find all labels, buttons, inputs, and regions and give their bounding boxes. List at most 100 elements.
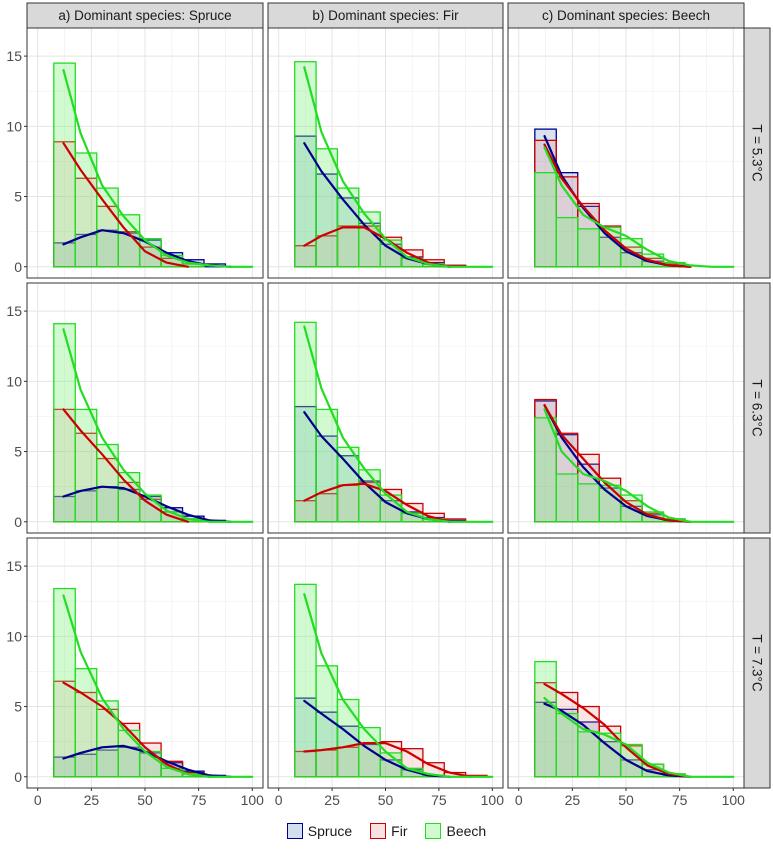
- bar-beech: [53, 62, 76, 268]
- x-tick-label: 50: [618, 792, 634, 808]
- bar-beech: [577, 483, 600, 523]
- curve-spruce: [543, 702, 692, 778]
- row-strip-label: T = 6.3°C: [750, 379, 765, 437]
- panel-r1-c1: [267, 282, 504, 534]
- panel-border: [26, 282, 264, 534]
- curve-fir: [303, 226, 451, 268]
- panel-r0-c1: [267, 27, 504, 279]
- legend-label-spruce: Spruce: [307, 823, 353, 839]
- legend-key-fir: [370, 823, 387, 839]
- x-tick-label: 100: [481, 792, 505, 808]
- curve-fir: [303, 482, 451, 523]
- bar-beech: [534, 660, 557, 778]
- curve-beech: [543, 146, 735, 268]
- curve-beech: [303, 325, 494, 523]
- x-tick-label: 25: [84, 792, 100, 808]
- y-tick-label: 10: [6, 118, 22, 134]
- curve-beech: [62, 594, 254, 778]
- curve-beech: [303, 593, 494, 778]
- bar-beech: [74, 152, 98, 268]
- y-tick-label: 10: [6, 628, 22, 644]
- panel-r2-c2: 0 25 50 75 100: [507, 537, 746, 808]
- curve-beech: [303, 66, 494, 268]
- bar-beech: [294, 61, 317, 268]
- y-tick-label: 15: [6, 48, 22, 64]
- row-strip-label: T = 7.3°C: [750, 634, 765, 692]
- y-tick-label: 10: [6, 373, 22, 389]
- legend-label-beech: Beech: [446, 823, 487, 839]
- chart-legend: Spruce Fir Beech: [0, 818, 773, 844]
- bar-beech: [555, 216, 579, 268]
- panel-border: [26, 27, 264, 279]
- legend-key-spruce: [286, 823, 303, 839]
- curve-fir: [303, 741, 473, 778]
- y-tick-label: 15: [6, 558, 22, 574]
- column-strip-label: b) Dominant species: Fir: [312, 8, 459, 23]
- legend-item-fir[interactable]: Fir: [370, 823, 407, 839]
- column-strip-label: c) Dominant species: Beech: [542, 8, 710, 23]
- bar-beech: [577, 731, 600, 778]
- legend-item-spruce[interactable]: Spruce: [286, 823, 353, 839]
- y-tick-label: 5: [14, 189, 22, 205]
- x-tick-label: 50: [137, 792, 153, 808]
- row-strip: [743, 282, 771, 534]
- column-strip: [267, 2, 504, 29]
- bar-beech: [96, 187, 119, 268]
- panel-r2-c0: 0 5 10 15 0 25 50 75 100: [6, 537, 264, 808]
- curve-spruce: [303, 699, 451, 778]
- curve-fir: [62, 408, 189, 523]
- column-strip-label: a) Dominant species: Spruce: [58, 8, 231, 23]
- bar-beech: [315, 408, 339, 523]
- column-strip: [26, 2, 264, 29]
- legend-label-fir: Fir: [391, 823, 408, 839]
- bar-beech: [117, 471, 141, 523]
- panel-border: [267, 27, 504, 279]
- x-tick-label: 0: [275, 792, 283, 808]
- curve-fir: [543, 143, 692, 268]
- panel-r1-c2: [507, 282, 745, 534]
- x-tick-label: 75: [672, 792, 688, 808]
- bar-beech: [555, 473, 579, 523]
- panel-r1-c0: 0 5 10 15: [6, 282, 264, 534]
- curve-fir: [62, 142, 189, 268]
- bar-beech: [534, 417, 557, 523]
- y-tick-label: 15: [6, 303, 22, 319]
- legend-key-beech: [425, 823, 442, 839]
- row-strip-label: T = 5.3°C: [750, 124, 765, 182]
- curve-spruce: [62, 485, 232, 523]
- x-tick-label: 25: [324, 792, 340, 808]
- bar-beech: [294, 583, 317, 778]
- bar-beech: [294, 321, 317, 523]
- y-tick-label: 0: [14, 259, 22, 275]
- bar-beech: [598, 484, 622, 523]
- curve-beech: [62, 328, 254, 523]
- bar-beech: [53, 323, 76, 523]
- curve-fir: [543, 404, 692, 523]
- panel-border: [267, 282, 504, 534]
- x-tick-label: 100: [722, 792, 746, 808]
- curve-beech: [543, 696, 735, 778]
- legend-item-beech[interactable]: Beech: [425, 823, 486, 839]
- panel-r2-c1: 0 25 50 75 100: [267, 537, 505, 808]
- row-strip: [743, 27, 771, 279]
- curve-fir: [543, 682, 692, 778]
- bar-beech: [534, 172, 557, 268]
- panel-border: [507, 282, 745, 534]
- bar-beech: [74, 667, 98, 778]
- panel-r0-c2: [507, 27, 745, 279]
- y-tick-label: 5: [14, 444, 22, 460]
- panel-border: [507, 27, 745, 279]
- curve-beech: [543, 408, 735, 523]
- x-tick-label: 0: [34, 792, 42, 808]
- x-tick-label: 50: [378, 792, 394, 808]
- panel-r0-c0: 0 5 10 15: [6, 27, 264, 279]
- x-tick-label: 75: [431, 792, 447, 808]
- bar-beech: [358, 469, 381, 523]
- y-tick-label: 0: [14, 769, 22, 785]
- y-tick-label: 0: [14, 514, 22, 530]
- curve-beech: [62, 68, 254, 268]
- x-tick-label: 0: [515, 792, 523, 808]
- x-tick-label: 75: [191, 792, 207, 808]
